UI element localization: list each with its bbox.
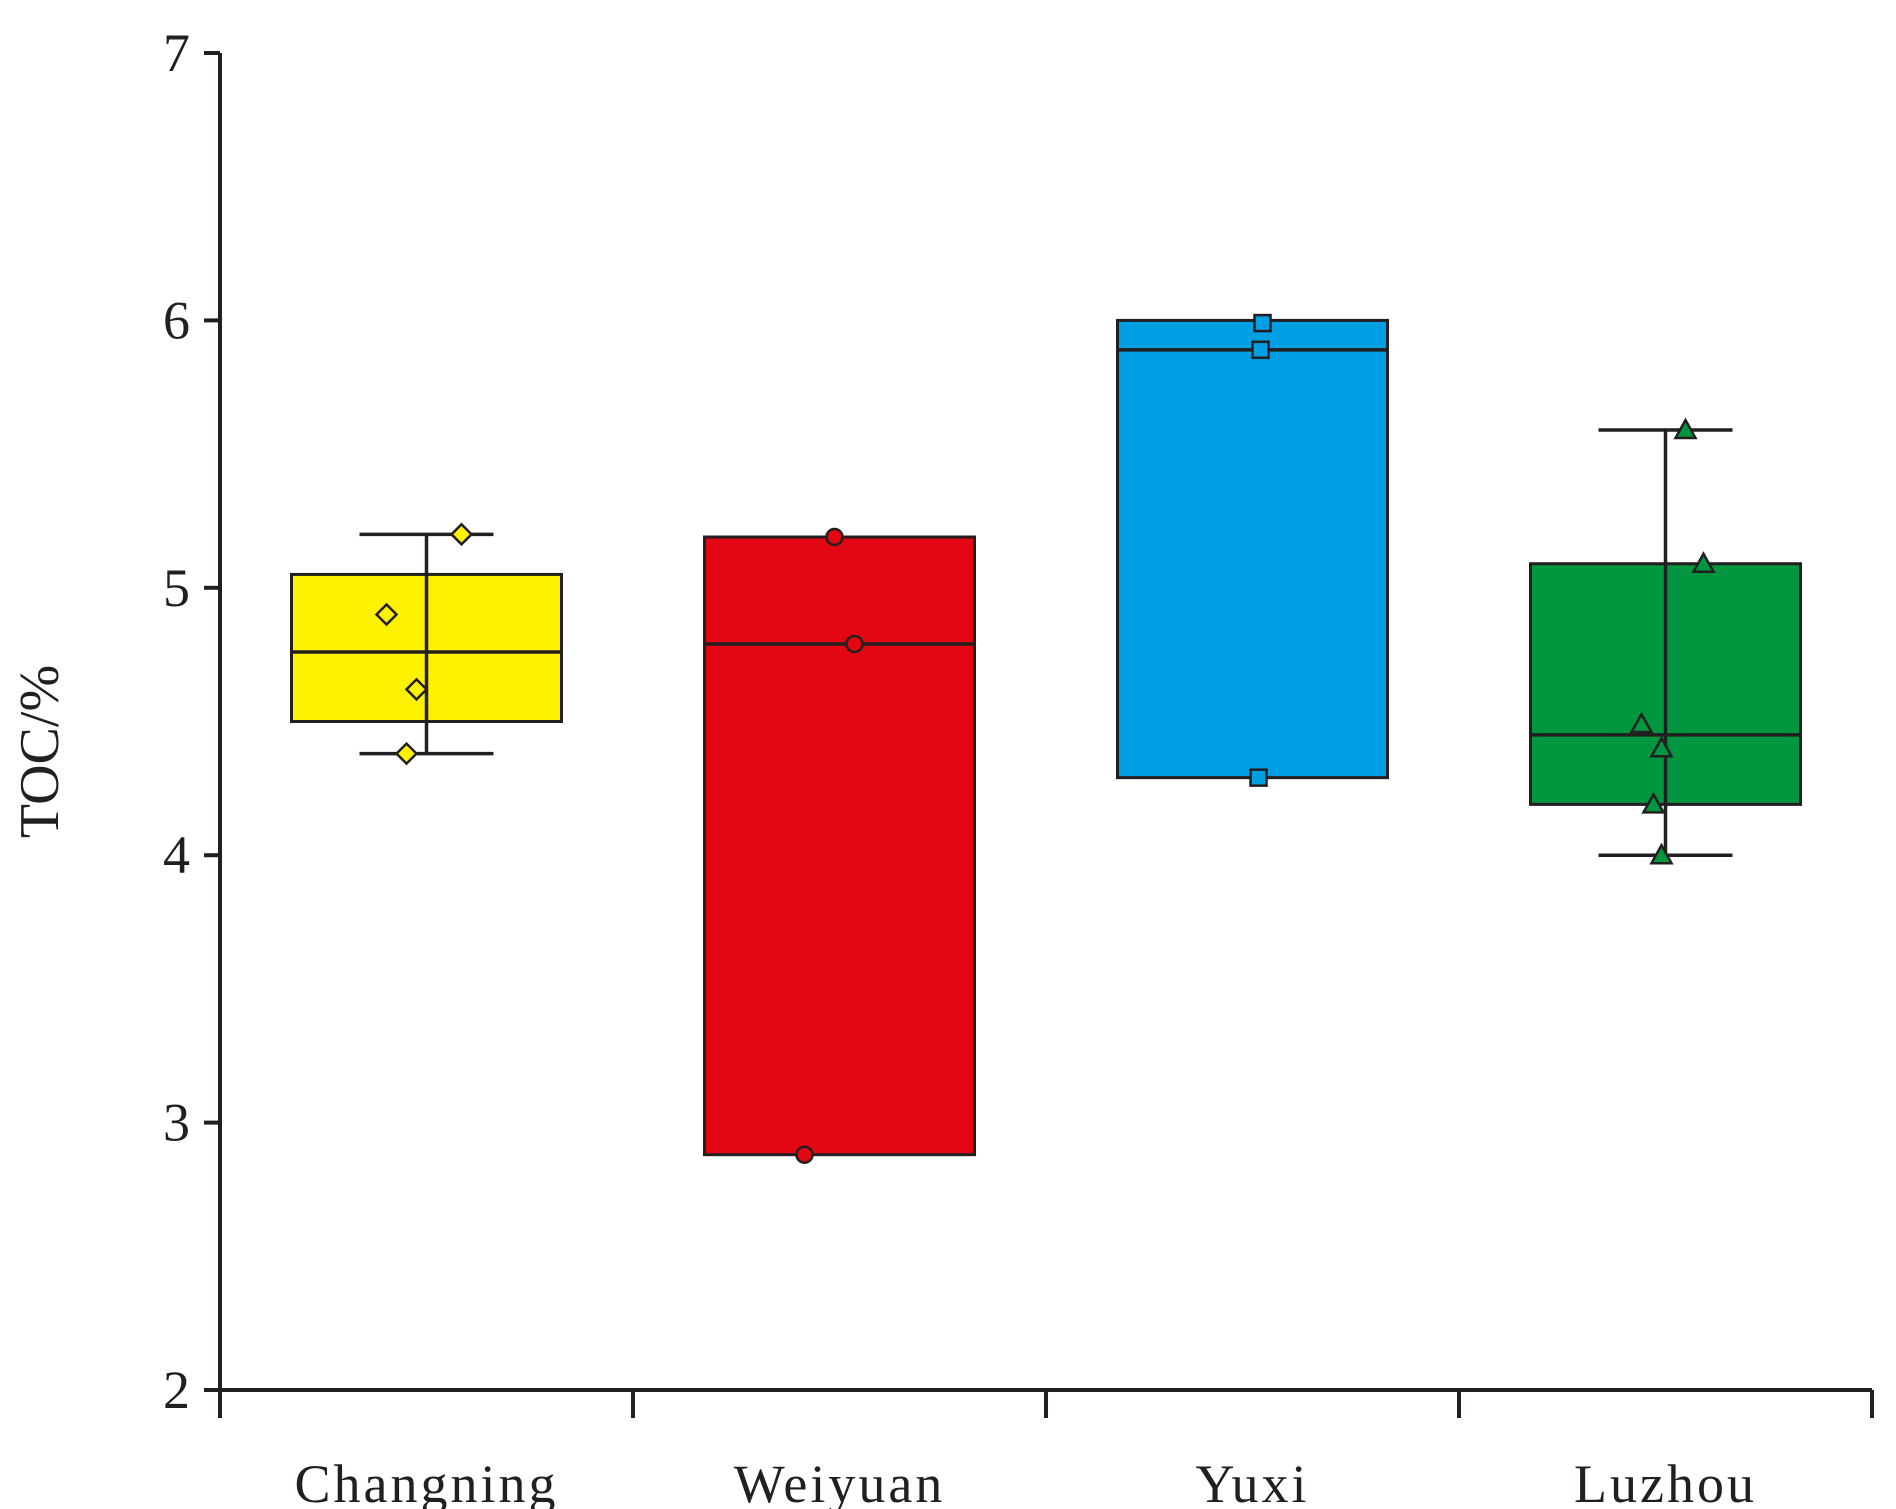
category-label-weiyuan: Weiyuan bbox=[734, 1454, 946, 1509]
data-point-triangle bbox=[1649, 842, 1674, 865]
y-tick-label: 6 bbox=[163, 290, 190, 350]
data-point-triangle bbox=[1649, 735, 1674, 758]
data-point-diamond bbox=[374, 602, 399, 627]
data-point-triangle bbox=[1629, 711, 1654, 734]
data-point-diamond bbox=[449, 522, 474, 547]
data-point-circle bbox=[795, 1145, 814, 1164]
data-point-diamond bbox=[394, 741, 419, 766]
y-tick-label: 5 bbox=[163, 558, 190, 618]
boxes bbox=[290, 313, 1802, 1164]
box-group-changning bbox=[290, 522, 563, 766]
box-group-luzhou bbox=[1529, 417, 1802, 865]
box-group-weiyuan bbox=[703, 527, 976, 1164]
y-tick-label: 3 bbox=[163, 1093, 190, 1153]
data-point-triangle bbox=[1673, 417, 1698, 440]
y-tick-label: 4 bbox=[163, 825, 190, 885]
data-point-square bbox=[1253, 313, 1272, 333]
category-labels: Changning Weiyuan Yuxi Luzhou bbox=[295, 1454, 1757, 1509]
y-ticks: 2 3 4 5 6 7 bbox=[163, 23, 220, 1420]
data-point-square bbox=[1249, 768, 1268, 787]
category-label-yuxi: Yuxi bbox=[1195, 1454, 1309, 1509]
data-point-diamond bbox=[404, 677, 429, 702]
box-yuxi bbox=[1116, 318, 1389, 780]
data-point-circle bbox=[825, 527, 844, 547]
box-weiyuan bbox=[703, 535, 976, 1157]
y-tick-label: 2 bbox=[163, 1360, 190, 1420]
data-point-triangle bbox=[1691, 551, 1716, 573]
y-axis-title: TOC/% bbox=[9, 665, 71, 838]
data-point-triangle bbox=[1641, 791, 1666, 814]
x-ticks bbox=[218, 1390, 1874, 1418]
y-tick-label: 7 bbox=[163, 23, 190, 83]
data-point-square bbox=[1251, 340, 1270, 360]
data-point-circle bbox=[845, 634, 864, 654]
category-label-luzhou: Luzhou bbox=[1574, 1454, 1757, 1509]
box-group-yuxi bbox=[1116, 313, 1389, 787]
category-label-changning: Changning bbox=[295, 1454, 559, 1509]
